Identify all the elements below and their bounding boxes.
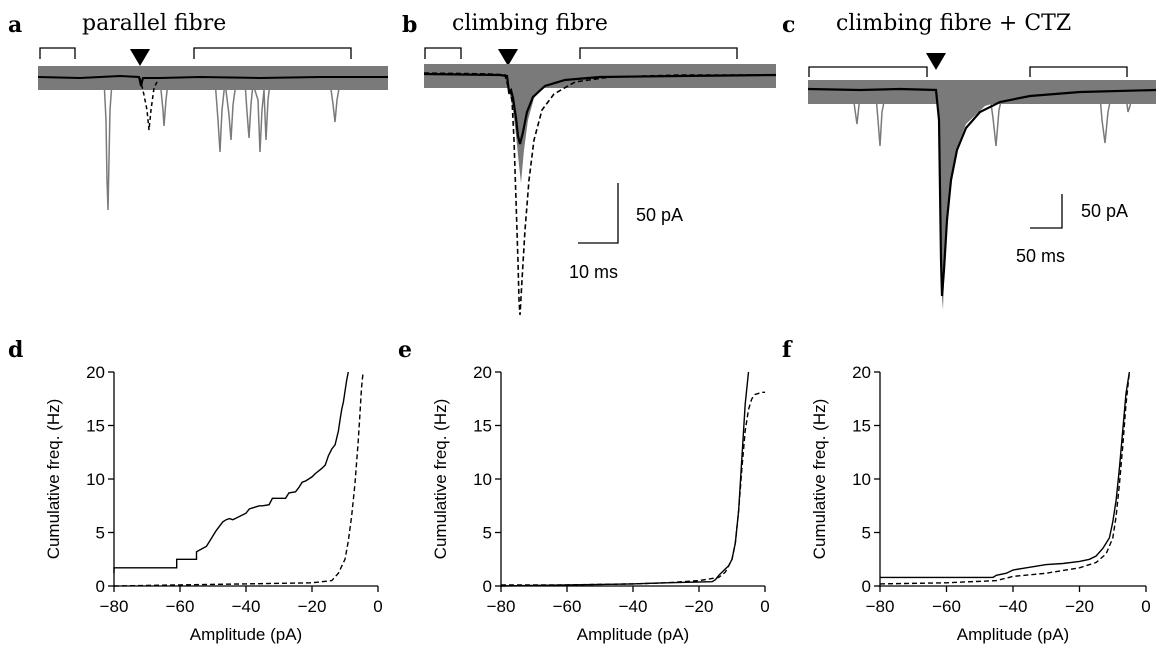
y-axis-label: Cumulative freq. (Hz): [431, 399, 450, 560]
evoked-traces-envelope: [508, 78, 580, 183]
scale-bar: [578, 183, 619, 244]
event-traces: [244, 81, 271, 153]
stimulus-arrowhead-icon: [926, 53, 946, 70]
x-axis-label: Amplitude (pA): [577, 625, 689, 644]
baseline-window-bracket: [424, 47, 462, 59]
mean-trace: [807, 87, 1157, 297]
y-tick-label: 5: [483, 524, 492, 543]
x-tick-label: 0: [373, 597, 382, 616]
event-traces: [329, 81, 341, 123]
dashed-trace: [423, 72, 776, 316]
series-line-solid: [500, 371, 750, 587]
y-tick-label: 15: [86, 417, 105, 436]
panel-letter-a: a: [8, 12, 22, 38]
scale-bar: [1030, 194, 1063, 229]
evoked-traces-envelope: [938, 94, 1030, 310]
y-tick-label: 0: [96, 577, 105, 596]
y-tick-label: 5: [862, 524, 871, 543]
x-tick-label: −60: [166, 597, 195, 616]
y-tick-label: 10: [852, 470, 871, 489]
x-tick-label: −60: [553, 597, 582, 616]
panel-a: a parallel fibre: [8, 11, 388, 211]
x-tick-label: −80: [100, 597, 129, 616]
y-tick-label: 15: [852, 417, 871, 436]
panel-letter-f: f: [782, 337, 793, 363]
y-tick-label: 0: [483, 577, 492, 596]
y-tick-label: 0: [862, 577, 871, 596]
panel-title-b: climbing fibre: [452, 11, 608, 36]
stimulus-arrowhead-icon: [498, 49, 518, 66]
scale-bar-amplitude-label: 50 pA: [636, 205, 683, 225]
scale-bar-time-label: 50 ms: [1016, 246, 1065, 266]
scale-bar-time-label: 10 ms: [569, 262, 618, 282]
panel-title-c: climbing fibre + CTZ: [836, 11, 1071, 36]
y-tick-label: 20: [852, 363, 871, 382]
series-line-dashed: [113, 371, 364, 587]
y-tick-label: 15: [473, 417, 492, 436]
cumulative-plot-d: 0 5 10 15 20 −80 −60 −40 −20 0 Amplitude (pA) Cumul…: [44, 363, 383, 644]
response-window-bracket: [193, 47, 352, 59]
y-tick-label: 5: [96, 524, 105, 543]
panel-b: b climbing fibre 50 pA 10 ms: [402, 11, 777, 316]
response-window-bracket: [579, 47, 738, 59]
x-tick-label: −20: [298, 597, 327, 616]
panel-c: c climbing fibre + CTZ 50 pA 50 ms: [782, 11, 1157, 310]
event-traces: [214, 79, 237, 153]
y-axis-label: Cumulative freq. (Hz): [44, 399, 63, 560]
x-tick-label: −60: [932, 597, 961, 616]
x-tick-label: −80: [866, 597, 895, 616]
panel-letter-d: d: [8, 337, 23, 363]
y-tick-label: 10: [473, 470, 492, 489]
panel-letter-c: c: [782, 12, 795, 38]
x-tick-label: −20: [1065, 597, 1094, 616]
panel-letter-e: e: [398, 337, 412, 363]
x-tick-label: 0: [760, 597, 769, 616]
series-line-dashed: [879, 371, 1131, 585]
event-traces: [103, 79, 113, 211]
cumulative-plot-f: 0 5 10 15 20 −80 −60 −40 −20 0 Amplitude (pA) Cumul…: [810, 363, 1151, 644]
baseline-window-bracket: [39, 47, 76, 59]
event-traces: [989, 95, 1133, 147]
x-tick-label: −40: [999, 597, 1028, 616]
y-tick-label: 20: [86, 363, 105, 382]
x-tick-label: −40: [619, 597, 648, 616]
series-line-solid: [113, 371, 349, 574]
x-tick-label: 0: [1141, 597, 1150, 616]
stimulus-arrowhead-icon: [130, 49, 150, 66]
cumulative-plot-e: 0 5 10 15 20 −80 −60 −40 −20 0 Amplitude (pA) Cumul…: [431, 363, 770, 644]
y-axis-label: Cumulative freq. (Hz): [810, 399, 829, 560]
x-axis-label: Amplitude (pA): [190, 625, 302, 644]
x-tick-label: −40: [232, 597, 261, 616]
response-window-bracket: [1029, 66, 1128, 77]
panel-title-a: parallel fibre: [82, 11, 226, 36]
panel-letter-b: b: [402, 12, 417, 38]
mean-trace: [37, 74, 388, 87]
baseline-window-bracket: [808, 66, 928, 77]
dashed-trace: [139, 77, 159, 131]
event-traces: [852, 94, 886, 147]
scale-bar-amplitude-label: 50 pA: [1081, 201, 1128, 221]
x-axis-label: Amplitude (pA): [957, 625, 1069, 644]
event-traces: [159, 79, 169, 127]
x-tick-label: −20: [685, 597, 714, 616]
series-line-solid: [880, 371, 1131, 579]
y-tick-label: 20: [473, 363, 492, 382]
y-tick-label: 10: [86, 470, 105, 489]
x-tick-label: −80: [487, 597, 516, 616]
mean-trace: [423, 72, 777, 145]
series-line-dashed: [501, 391, 765, 586]
